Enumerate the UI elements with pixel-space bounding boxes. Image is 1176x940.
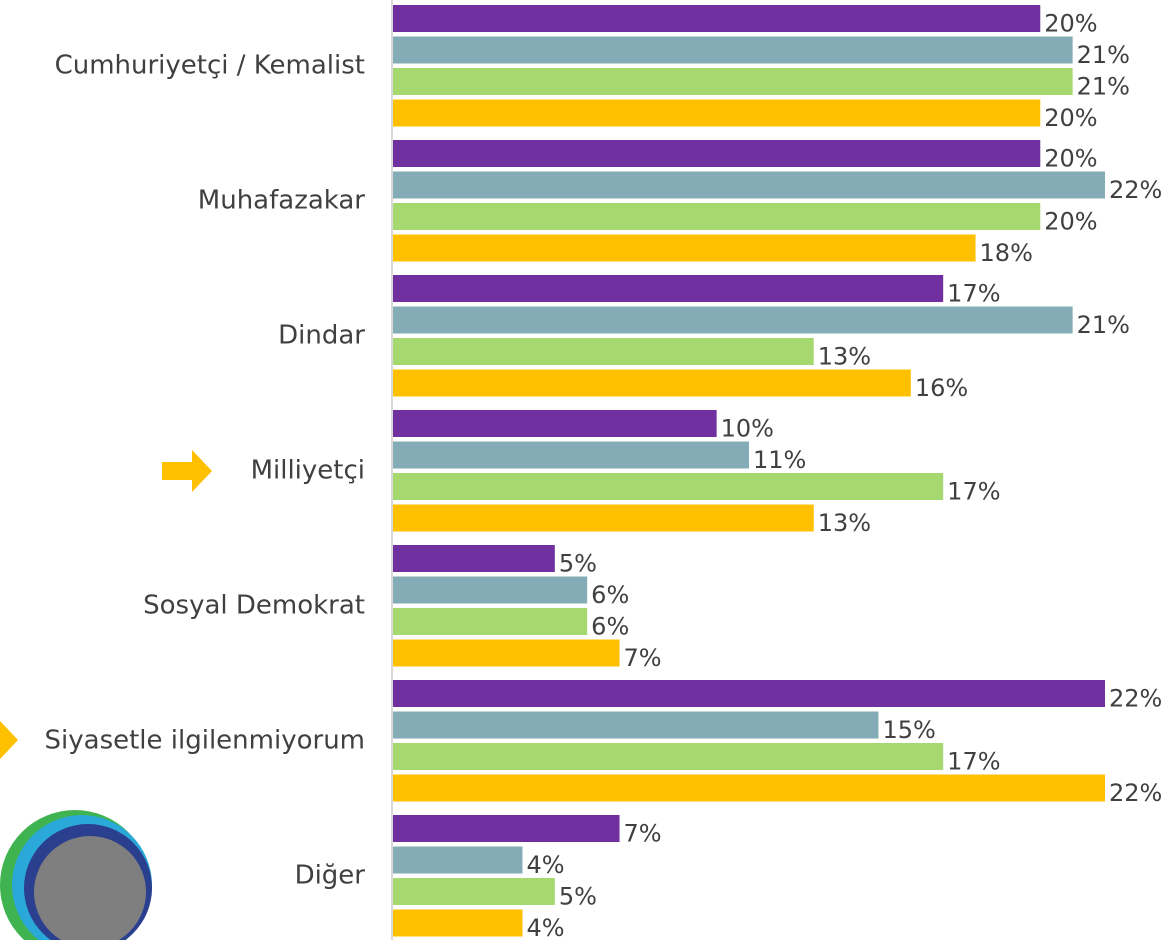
- bar: [393, 878, 555, 905]
- value-label: 17%: [947, 280, 1000, 308]
- value-label: 21%: [1077, 41, 1130, 69]
- bar: [393, 140, 1041, 167]
- bar: [393, 743, 944, 770]
- bar: [393, 410, 717, 437]
- category-label: Muhafazakar: [198, 185, 366, 215]
- bar: [393, 306, 1073, 334]
- category-label: Diğer: [295, 860, 366, 890]
- value-label: 4%: [526, 851, 564, 879]
- value-label: 13%: [818, 509, 871, 537]
- value-label: 7%: [624, 644, 662, 672]
- bar: [393, 608, 588, 635]
- bar: [393, 504, 814, 532]
- bar: [393, 441, 749, 469]
- value-label: 15%: [882, 716, 935, 744]
- bar: [393, 369, 911, 397]
- value-label: 17%: [947, 478, 1000, 506]
- bar: [393, 680, 1105, 707]
- logo: [0, 810, 152, 940]
- value-label: 5%: [559, 883, 597, 911]
- value-label: 22%: [1109, 779, 1162, 807]
- value-label: 21%: [1077, 311, 1130, 339]
- bar: [393, 815, 620, 842]
- category-label: Dindar: [278, 320, 365, 350]
- arrow: [162, 450, 212, 492]
- bar: [393, 576, 588, 604]
- bar: [393, 711, 879, 739]
- bar: [393, 774, 1105, 802]
- bar: [393, 171, 1105, 199]
- value-label: 11%: [753, 446, 806, 474]
- value-label: 7%: [624, 820, 662, 848]
- value-label: 21%: [1077, 73, 1130, 101]
- value-label: 6%: [591, 581, 629, 609]
- value-label: 20%: [1044, 208, 1097, 236]
- bar: [393, 36, 1073, 64]
- value-label: 20%: [1044, 104, 1097, 132]
- bar: [393, 846, 523, 874]
- value-label: 22%: [1109, 176, 1162, 204]
- bar: [393, 203, 1041, 230]
- bar: [393, 473, 944, 500]
- bar: [393, 99, 1041, 127]
- value-label: 20%: [1044, 10, 1097, 38]
- bar: [393, 68, 1073, 95]
- value-label: 6%: [591, 613, 629, 641]
- bar: [393, 5, 1041, 32]
- value-label: 4%: [526, 914, 564, 940]
- bar: [393, 909, 523, 937]
- value-label: 20%: [1044, 145, 1097, 173]
- value-label: 16%: [915, 374, 968, 402]
- bar: [393, 338, 814, 365]
- category-label: Milliyetçi: [251, 455, 365, 485]
- category-label: Sosyal Demokrat: [143, 590, 365, 620]
- value-label: 18%: [980, 239, 1033, 267]
- value-label: 5%: [559, 550, 597, 578]
- category-label: Siyasetle ilgilenmiyorum: [45, 725, 365, 755]
- value-label: 17%: [947, 748, 1000, 776]
- value-label: 22%: [1109, 685, 1162, 713]
- arrow: [0, 721, 18, 759]
- bar: [393, 234, 976, 262]
- bar: [393, 639, 620, 667]
- value-label: 10%: [721, 415, 774, 443]
- bar: [393, 545, 555, 572]
- bar: [393, 275, 944, 302]
- value-label: 13%: [818, 343, 871, 371]
- category-label: Cumhuriyetçi / Kemalist: [55, 50, 365, 80]
